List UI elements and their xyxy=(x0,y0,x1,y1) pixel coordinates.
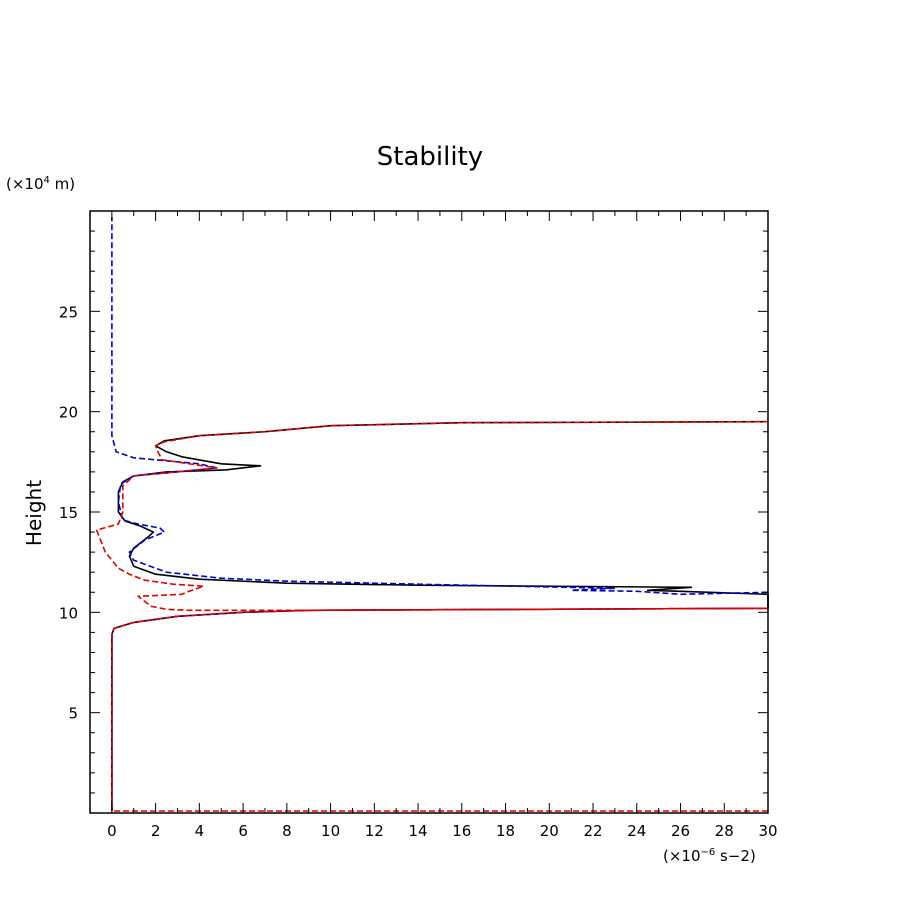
y-axis-unit: (×104 m) xyxy=(6,175,75,193)
chart-title: Stability xyxy=(377,142,483,172)
x-tick-label: 20 xyxy=(540,822,559,840)
x-tick-label: 28 xyxy=(715,822,734,840)
x-tick-label: 24 xyxy=(627,822,646,840)
y-axis-label: Height xyxy=(22,480,46,546)
x-tick-label: 12 xyxy=(365,822,384,840)
y-tick-label: 20 xyxy=(59,404,78,422)
x-tick-label: 16 xyxy=(452,822,471,840)
y-tick-label: 25 xyxy=(59,303,78,321)
x-tick-label: 14 xyxy=(409,822,428,840)
y-tick-label: 15 xyxy=(59,504,78,522)
x-tick-label: 8 xyxy=(282,822,292,840)
series-line-1 xyxy=(111,420,769,811)
y-tick-label: 5 xyxy=(68,705,78,723)
x-tick-label: 22 xyxy=(583,822,602,840)
x-tick-label: 18 xyxy=(496,822,515,840)
x-unit-tail: s−2) xyxy=(715,847,756,865)
x-tick-label: 6 xyxy=(238,822,248,840)
x-unit-exponent: −6 xyxy=(701,847,716,858)
x-tick-label: 2 xyxy=(151,822,161,840)
x-axis-unit: (×10−6 s−2) xyxy=(663,847,756,865)
x-tick-label: 30 xyxy=(758,822,777,840)
y-tick-label: 10 xyxy=(59,604,78,622)
y-unit-base: (×10 xyxy=(6,175,44,193)
x-tick-label: 10 xyxy=(321,822,340,840)
y-unit-exponent: 4 xyxy=(44,175,50,186)
plot-frame xyxy=(89,210,769,814)
series-line-3 xyxy=(95,420,769,812)
x-tick-label: 0 xyxy=(107,822,117,840)
series-layer xyxy=(95,217,769,812)
x-unit-base: (×10 xyxy=(663,847,701,865)
x-tick-label: 4 xyxy=(195,822,205,840)
series-line-2 xyxy=(111,217,769,811)
x-tick-label: 26 xyxy=(671,822,690,840)
y-unit-tail: m) xyxy=(50,175,75,193)
